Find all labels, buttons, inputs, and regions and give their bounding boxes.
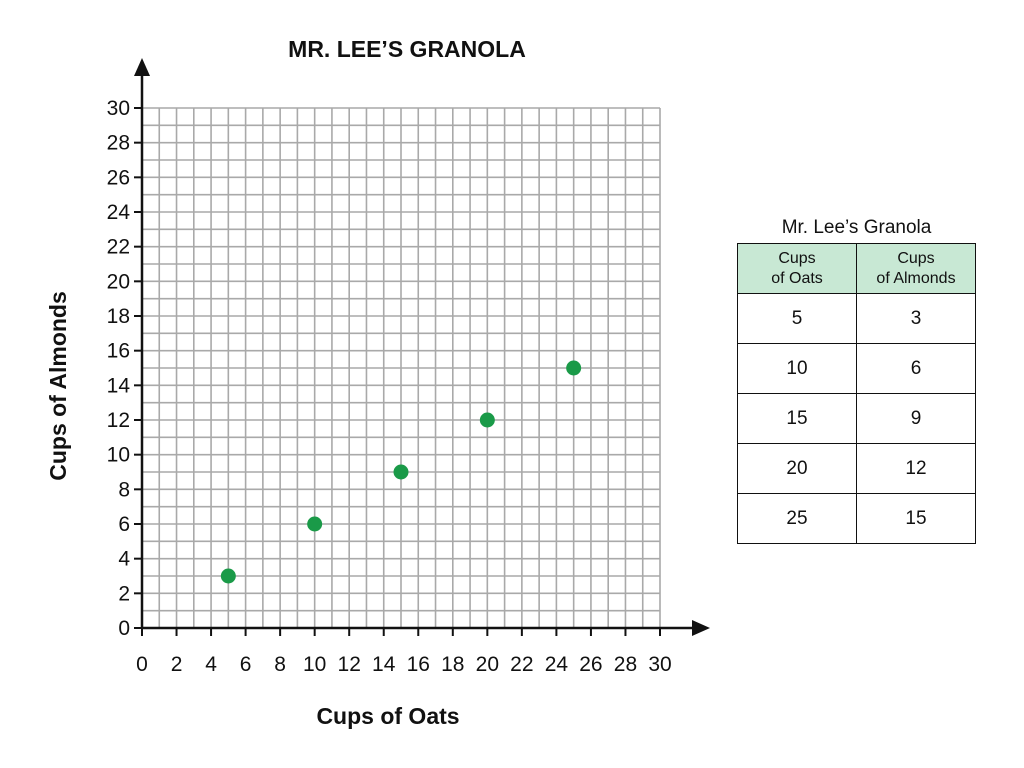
cell-oats: 25 — [737, 493, 857, 544]
y-tick-label: 24 — [107, 201, 131, 224]
y-tick-label: 14 — [107, 374, 131, 397]
y-tick-label: 28 — [107, 132, 130, 155]
cell-oats: 20 — [737, 443, 857, 494]
tick-labels: 0 2 4 6 8 10 12 14 16 18 20 22 24 26 28 300246810121416… — [107, 97, 672, 676]
cell-oats: 5 — [737, 293, 857, 344]
cell-almonds: 6 — [856, 343, 976, 394]
x-tick-label: 14 — [372, 653, 396, 676]
y-axis-arrow-icon — [134, 58, 150, 76]
y-tick-label: 0 — [118, 617, 130, 640]
data-table: Cups of Oats Cups of Almonds 5 3 10 6 15… — [737, 243, 976, 544]
x-tick-label: 22 — [510, 653, 533, 676]
data-point — [220, 568, 236, 584]
table-caption: Mr. Lee’s Granola — [781, 217, 932, 238]
table-header-row: Cups of Oats Cups of Almonds — [737, 243, 976, 294]
y-tick-label: 18 — [107, 305, 130, 328]
y-tick-label: 2 — [118, 582, 130, 605]
y-tick-label: 30 — [107, 97, 130, 120]
y-tick-label: 22 — [107, 236, 130, 259]
cell-almonds: 12 — [856, 443, 976, 494]
x-tick-label: 16 — [407, 653, 430, 676]
x-axis-title: Cups of Oats — [316, 703, 459, 729]
x-tick-label: 12 — [338, 653, 361, 676]
data-point — [479, 412, 495, 428]
y-tick-label: 10 — [107, 444, 130, 467]
x-tick-label: 6 — [240, 653, 252, 676]
y-tick-label: 16 — [107, 340, 130, 363]
cell-oats: 15 — [737, 393, 857, 444]
x-tick-label: 10 — [303, 653, 326, 676]
y-tick-label: 26 — [107, 166, 130, 189]
table-row: 20 12 — [737, 443, 976, 494]
x-tick-label: 18 — [441, 653, 464, 676]
grid — [142, 107, 661, 628]
x-tick-label: 30 — [648, 653, 671, 676]
y-tick-label: 4 — [118, 548, 130, 571]
header-oats: Cups of Oats — [737, 243, 857, 294]
table-row: 25 15 — [737, 493, 976, 544]
header-oats-line2: of Oats — [771, 269, 823, 287]
header-almonds-line1: Cups — [897, 249, 935, 267]
table-row: 15 9 — [737, 393, 976, 444]
data-table-panel: Mr. Lee’s Granola Cups of Oats Cups of A… — [737, 212, 976, 544]
x-tick-label: 24 — [545, 653, 569, 676]
y-tick-label: 6 — [118, 513, 130, 536]
y-tick-label: 20 — [107, 270, 130, 293]
data-point — [393, 464, 409, 480]
data-point — [566, 360, 582, 376]
x-tick-label: 26 — [579, 653, 602, 676]
table-row: 5 3 — [737, 293, 976, 344]
x-tick-label: 0 — [136, 653, 148, 676]
x-tick-label: 28 — [614, 653, 637, 676]
x-tick-label: 4 — [205, 653, 217, 676]
y-tick-label: 8 — [118, 478, 130, 501]
cell-almonds: 15 — [856, 493, 976, 544]
x-tick-label: 20 — [476, 653, 499, 676]
y-axis-title: Cups of Almonds — [45, 291, 71, 481]
x-tick-label: 8 — [274, 653, 286, 676]
cell-almonds: 9 — [856, 393, 976, 444]
data-point — [307, 516, 323, 532]
axes — [134, 58, 710, 636]
header-oats-line1: Cups — [778, 249, 816, 267]
data-points — [220, 360, 582, 584]
header-almonds-line2: of Almonds — [876, 269, 956, 287]
cell-oats: 10 — [737, 343, 857, 394]
cell-almonds: 3 — [856, 293, 976, 344]
chart-title: MR. LEE’S GRANOLA — [288, 36, 526, 62]
x-tick-label: 2 — [171, 653, 183, 676]
header-almonds: Cups of Almonds — [856, 243, 976, 294]
table-row: 10 6 — [737, 343, 976, 394]
x-axis-arrow-icon — [692, 620, 710, 636]
y-tick-label: 12 — [107, 409, 130, 432]
